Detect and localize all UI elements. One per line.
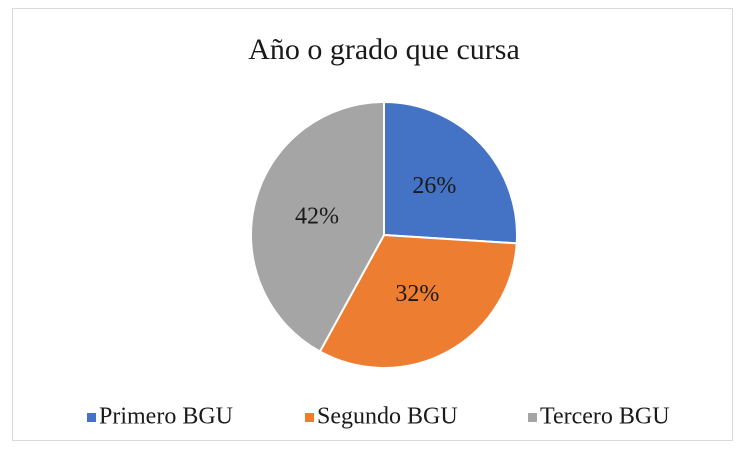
legend-label: Primero BGU: [99, 404, 233, 430]
data-label: 26%: [412, 173, 456, 199]
legend-swatch: [305, 413, 314, 422]
chart-title: Año o grado que cursa: [248, 33, 520, 66]
legend-swatch: [87, 413, 96, 422]
data-label: 32%: [395, 281, 439, 307]
legend-swatch: [528, 413, 537, 422]
pie-slice: [318, 233, 518, 369]
pie-slice: [250, 100, 385, 353]
data-label: 42%: [295, 203, 339, 229]
pie-slice: [383, 100, 518, 245]
legend-label: Segundo BGU: [317, 404, 458, 430]
legend-label: Tercero BGU: [540, 404, 670, 430]
